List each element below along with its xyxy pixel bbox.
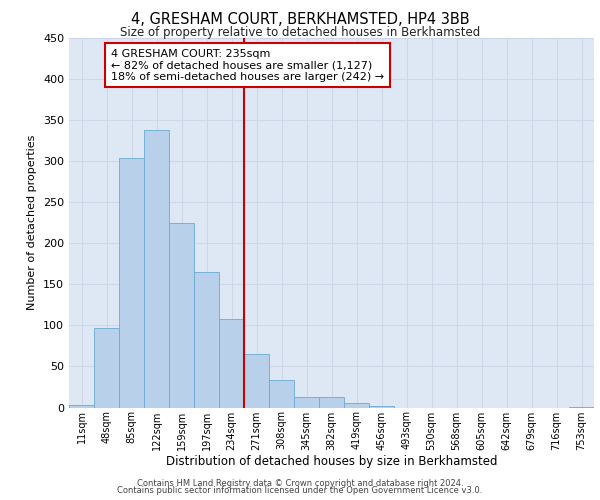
Bar [169, 224, 194, 408]
X-axis label: Distribution of detached houses by size in Berkhamsted: Distribution of detached houses by size … [166, 455, 497, 468]
Bar [319, 397, 344, 407]
Bar [119, 158, 144, 408]
Bar [369, 406, 394, 407]
Bar [569, 406, 594, 408]
Bar [144, 130, 169, 407]
Text: 4, GRESHAM COURT, BERKHAMSTED, HP4 3BB: 4, GRESHAM COURT, BERKHAMSTED, HP4 3BB [131, 12, 469, 28]
Bar [269, 380, 294, 407]
Bar [94, 328, 119, 407]
Text: Contains HM Land Registry data © Crown copyright and database right 2024.: Contains HM Land Registry data © Crown c… [137, 478, 463, 488]
Text: Contains public sector information licensed under the Open Government Licence v3: Contains public sector information licen… [118, 486, 482, 495]
Text: Size of property relative to detached houses in Berkhamsted: Size of property relative to detached ho… [120, 26, 480, 39]
Bar [219, 318, 244, 408]
Bar [194, 272, 219, 407]
Y-axis label: Number of detached properties: Number of detached properties [28, 135, 37, 310]
Text: 4 GRESHAM COURT: 235sqm
← 82% of detached houses are smaller (1,127)
18% of semi: 4 GRESHAM COURT: 235sqm ← 82% of detache… [111, 48, 384, 82]
Bar [69, 405, 94, 407]
Bar [344, 402, 369, 407]
Bar [294, 397, 319, 407]
Bar [244, 354, 269, 408]
